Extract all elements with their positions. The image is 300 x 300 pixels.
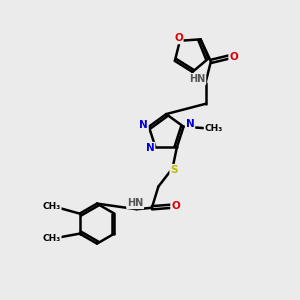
Text: O: O: [229, 52, 238, 62]
Text: CH₃: CH₃: [43, 202, 61, 211]
Text: HN: HN: [127, 198, 143, 208]
Text: N: N: [146, 143, 154, 153]
Text: N: N: [139, 120, 148, 130]
Text: HN: HN: [189, 74, 206, 84]
Text: S: S: [170, 165, 178, 175]
Text: CH₃: CH₃: [205, 124, 223, 133]
Text: O: O: [171, 201, 180, 211]
Text: O: O: [174, 33, 183, 43]
Text: N: N: [186, 119, 194, 129]
Text: CH₃: CH₃: [43, 234, 61, 243]
